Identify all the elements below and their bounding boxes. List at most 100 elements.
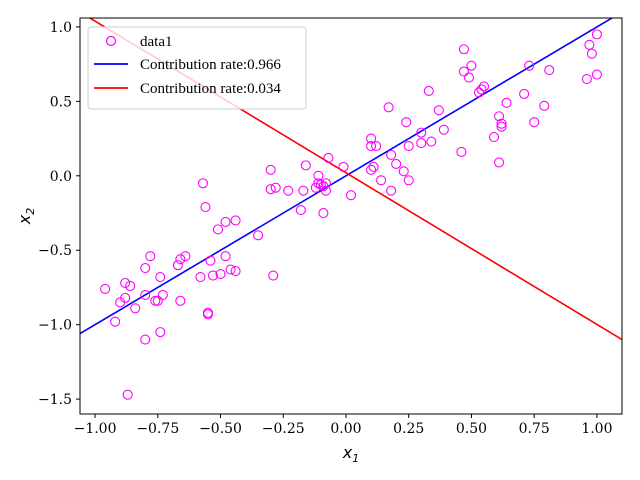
data-point <box>145 251 156 262</box>
legend-marker-data1 <box>105 35 117 47</box>
data-point <box>110 316 121 327</box>
data-point <box>212 224 224 235</box>
data-point <box>270 182 281 193</box>
data-point <box>122 389 133 400</box>
data-point <box>501 97 512 108</box>
data-point <box>338 161 349 172</box>
data-point <box>140 289 151 300</box>
x-axis-label-subscript: 1 <box>352 452 359 465</box>
data-point <box>584 39 595 50</box>
data-point <box>152 295 163 306</box>
data-point <box>345 190 357 201</box>
axes-frame <box>79 17 623 415</box>
data-point <box>539 100 550 111</box>
legend-entry-line1: Contribution rate:0.966 <box>140 57 281 73</box>
data-point <box>320 178 331 189</box>
data-point <box>157 289 168 300</box>
data-point <box>155 271 166 283</box>
x-tick-label: 0.75 <box>519 421 550 437</box>
data-point <box>230 215 241 226</box>
data-point <box>438 124 449 135</box>
data-point <box>140 263 151 274</box>
data-point <box>230 266 241 277</box>
data-point <box>493 111 505 122</box>
series-line-1 <box>80 18 614 335</box>
data-point <box>140 334 151 345</box>
data-point <box>398 166 409 177</box>
y-axis-label-subscript: 2 <box>24 208 37 215</box>
data-point <box>150 295 161 306</box>
data-point <box>456 146 467 158</box>
data-point <box>283 185 294 196</box>
data-point <box>496 118 507 129</box>
data-point <box>315 179 326 190</box>
data-point <box>120 277 131 289</box>
data-point <box>318 207 329 219</box>
data-point <box>473 87 485 98</box>
x-tick-label: −1.00 <box>74 421 117 437</box>
data-point <box>524 60 535 71</box>
x-axis-label-main: x <box>342 443 353 462</box>
x-tick-label: 0.50 <box>456 421 487 437</box>
data-point <box>496 121 507 132</box>
data-point <box>268 270 279 281</box>
x-tick-label: 0.25 <box>393 421 424 437</box>
data-point <box>172 260 183 271</box>
data-point <box>366 140 377 152</box>
data-point <box>586 48 597 59</box>
data-point <box>544 65 555 76</box>
data-point <box>197 178 208 189</box>
data-point <box>401 117 412 128</box>
x-axis-label: x1 <box>342 443 359 465</box>
data-point <box>220 251 231 262</box>
legend-box <box>87 26 307 110</box>
data-point <box>202 309 214 320</box>
data-point <box>175 254 186 265</box>
y-tick-label: −1.5 <box>38 392 72 408</box>
x-axis-ticks: −1.00 −0.75 −0.50 −0.25 0.00 0.25 0.50 0.75 1.00 <box>74 414 612 437</box>
y-axis-ticks: −1.5 −1.0 −0.5 0.0 0.5 1.0 <box>38 20 80 408</box>
data-point <box>423 85 434 96</box>
x-tick-label: −0.75 <box>136 421 179 437</box>
data-point <box>366 133 377 144</box>
data-point <box>416 127 427 138</box>
data-point <box>458 66 469 77</box>
data-point <box>458 44 469 55</box>
data-point <box>155 327 166 338</box>
x-tick-label: 0.00 <box>330 421 361 437</box>
data-point <box>493 157 505 168</box>
y-axis-label-main: x <box>15 214 34 225</box>
data-point <box>463 72 474 83</box>
data-point <box>368 161 379 172</box>
data-point <box>175 295 186 306</box>
data-point <box>529 117 540 128</box>
data-point <box>220 216 231 227</box>
data-point <box>386 149 397 161</box>
data-point <box>205 255 216 266</box>
data-point <box>265 184 276 195</box>
data-point <box>403 140 414 152</box>
data-point <box>313 170 324 181</box>
data-point <box>478 81 490 92</box>
data-point <box>476 84 487 95</box>
data-point <box>433 105 444 116</box>
data-point <box>371 140 382 152</box>
data-point <box>383 102 394 113</box>
data-point <box>298 185 309 196</box>
data-point <box>130 303 141 314</box>
x-tick-label: 1.00 <box>581 421 612 437</box>
data-point <box>120 292 131 303</box>
data-point <box>125 280 136 292</box>
data-point <box>215 269 226 280</box>
y-axis-label: x2 <box>15 208 37 225</box>
data-point <box>100 283 111 295</box>
data-point <box>253 230 264 241</box>
data-point <box>300 160 311 171</box>
x-tick-label: −0.50 <box>199 421 242 437</box>
data-point <box>376 175 387 186</box>
data-point <box>207 270 219 281</box>
data-point <box>200 202 211 213</box>
data-point <box>195 271 206 283</box>
data-point <box>591 29 602 40</box>
